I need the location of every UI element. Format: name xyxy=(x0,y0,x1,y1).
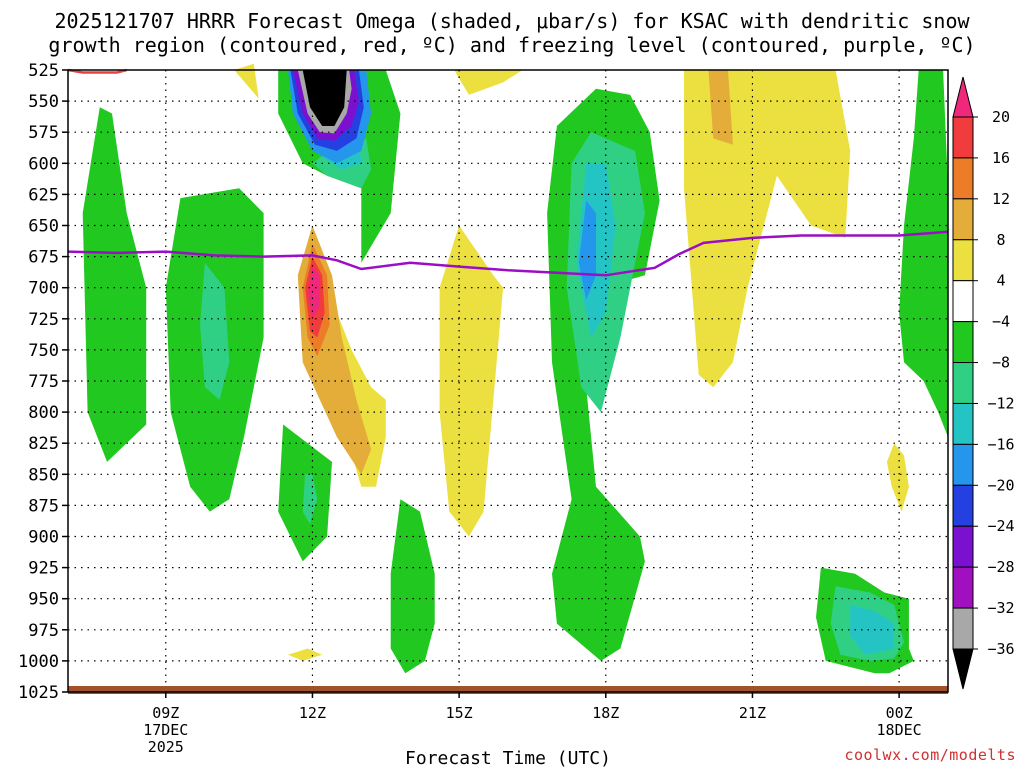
colorbar-label: −28 xyxy=(987,558,1014,576)
chart-title-line-2: growth region (contoured, red, ºC) and f… xyxy=(48,33,975,57)
y-tick-label: 775 xyxy=(28,372,59,392)
colorbar-swatch xyxy=(952,443,974,486)
colorbar-label: −36 xyxy=(987,640,1014,658)
omega-region--4-7 xyxy=(82,107,147,462)
y-tick-label: 1025 xyxy=(18,683,59,703)
colorbar-swatch-bottom xyxy=(952,648,974,690)
x-tick-label: 18Z xyxy=(592,704,619,722)
colorbar-label: 16 xyxy=(992,149,1010,167)
y-tick-label: 925 xyxy=(28,559,59,579)
colorbar-swatch xyxy=(952,402,974,445)
y-tick-label: 825 xyxy=(28,434,59,454)
omega-region-4-1 xyxy=(454,70,523,95)
colorbar-swatch xyxy=(952,116,974,159)
omega-region--8-16 xyxy=(200,262,230,400)
colorbar-swatch xyxy=(952,157,974,200)
colorbar-swatch xyxy=(952,607,974,650)
colorbar-swatch xyxy=(952,525,974,568)
y-axis-ticks: 525 550 575 600 625 650 675 700 725 750 775 800 825 8… xyxy=(18,61,68,703)
plot-area xyxy=(67,63,949,694)
y-tick-label: 575 xyxy=(28,123,59,143)
y-tick-label: 675 xyxy=(28,248,59,268)
y-tick-label: 750 xyxy=(28,341,59,361)
colorbar-swatch xyxy=(952,280,974,323)
colorbar-swatch xyxy=(952,566,974,609)
omega-region--8-19 xyxy=(302,474,318,525)
colorbar-label: 20 xyxy=(992,108,1010,126)
colorbar-label: −20 xyxy=(987,476,1014,494)
x-tick-date: 18DEC xyxy=(877,721,922,739)
omega-region-4-2 xyxy=(684,70,851,388)
y-tick-label: 800 xyxy=(28,403,59,423)
x-tick-label: 12Z xyxy=(299,704,326,722)
y-tick-label: 900 xyxy=(28,528,59,548)
omega-region--4-11 xyxy=(390,499,435,674)
colorbar-label: 4 xyxy=(996,272,1005,290)
x-tick-label: 00Z xyxy=(886,704,913,722)
colorbar-swatch xyxy=(952,362,974,404)
y-tick-label: 525 xyxy=(28,61,59,81)
colorbar-swatch xyxy=(952,198,974,241)
x-tick-label: 09Z xyxy=(152,704,179,722)
omega-region-20-28 xyxy=(307,266,320,319)
x-tick-label: 15Z xyxy=(446,704,473,722)
y-tick-label: 725 xyxy=(28,310,59,330)
y-tick-label: 650 xyxy=(28,217,59,237)
omega-region--12-22 xyxy=(850,604,895,655)
y-tick-label: 875 xyxy=(28,496,59,516)
dendritic-growth-contour xyxy=(67,68,128,74)
x-tick-year: 2025 xyxy=(148,738,184,756)
omega-shaded-regions xyxy=(82,63,948,674)
y-tick-label: 850 xyxy=(28,465,59,485)
colorbar-label: −8 xyxy=(992,354,1010,372)
y-tick-label: 1000 xyxy=(18,652,59,672)
omega-region-8-25 xyxy=(708,70,733,145)
x-axis-label: Forecast Time (UTC) xyxy=(405,748,611,768)
omega-region-4-0 xyxy=(234,63,259,99)
colorbar-label: −4 xyxy=(992,313,1010,331)
colorbar-swatch xyxy=(952,321,974,364)
x-tick-date: 17DEC xyxy=(143,721,188,739)
x-tick-label: 21Z xyxy=(739,704,766,722)
omega-region--36-33 xyxy=(302,70,347,126)
y-tick-label: 700 xyxy=(28,279,59,299)
colorbar-swatch xyxy=(952,239,974,282)
colorbar-swatch xyxy=(952,484,974,527)
freezing-level-contour xyxy=(67,230,949,277)
colorbar-label: 12 xyxy=(992,190,1010,208)
omega-region--4-13 xyxy=(899,70,948,437)
colorbar-label: −16 xyxy=(987,435,1014,453)
y-tick-label: 550 xyxy=(28,92,59,112)
y-tick-label: 625 xyxy=(28,185,59,205)
colorbar-swatch-top xyxy=(952,76,974,118)
colorbar: 20 16 12 8 4 −4 −8 −12 −16 −20 −24 −28 −32 −36 xyxy=(952,76,1015,690)
ground-surface xyxy=(68,686,948,694)
colorbar-label: −32 xyxy=(987,599,1014,617)
colorbar-label: −12 xyxy=(987,394,1014,412)
credit-text: coolwx.com/modelts xyxy=(844,746,1016,764)
y-tick-label: 975 xyxy=(28,621,59,641)
colorbar-label: −24 xyxy=(987,517,1014,535)
y-tick-label: 950 xyxy=(28,590,59,610)
omega-region-4-5 xyxy=(886,443,909,512)
chart-title-line-1: 2025121707 HRRR Forecast Omega (shaded, … xyxy=(54,9,970,33)
omega-region-4-6 xyxy=(288,648,323,661)
y-tick-label: 600 xyxy=(28,154,59,174)
colorbar-label: 8 xyxy=(996,231,1005,249)
